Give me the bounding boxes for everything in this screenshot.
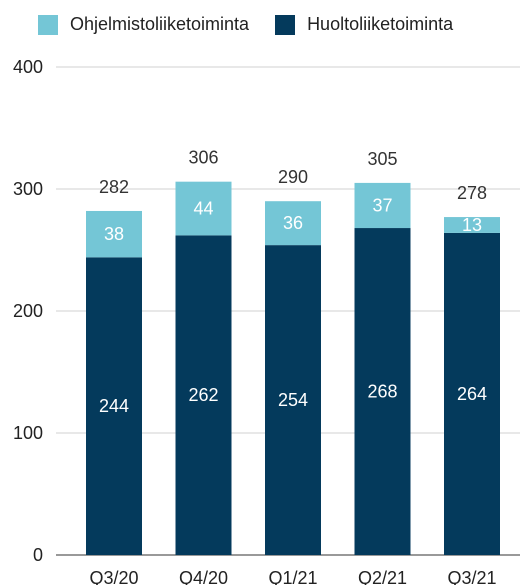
data-label-service: 244 [99, 396, 129, 416]
data-label-service: 254 [278, 390, 308, 410]
data-label-service: 264 [457, 384, 487, 404]
x-tick-label: Q3/20 [89, 568, 138, 585]
data-label-service: 262 [188, 385, 218, 405]
data-label-software: 38 [104, 224, 124, 244]
y-tick-label: 200 [13, 301, 43, 321]
y-tick-label: 100 [13, 423, 43, 443]
x-tick-label: Q2/21 [358, 568, 407, 585]
y-tick-label: 400 [13, 57, 43, 77]
data-label-service: 268 [367, 382, 397, 402]
data-label-software: 44 [193, 199, 213, 219]
total-label: 305 [367, 149, 397, 169]
x-tick-label: Q1/21 [268, 568, 317, 585]
x-tick-label: Q3/21 [447, 568, 496, 585]
total-label: 278 [457, 183, 487, 203]
data-label-software: 37 [372, 195, 392, 215]
total-label: 290 [278, 167, 308, 187]
y-tick-label: 0 [33, 545, 43, 565]
total-label: 282 [99, 177, 129, 197]
x-tick-label: Q4/20 [179, 568, 228, 585]
y-tick-label: 300 [13, 179, 43, 199]
data-label-software: 13 [462, 215, 482, 235]
total-label: 306 [188, 148, 218, 168]
data-label-software: 36 [283, 213, 303, 233]
